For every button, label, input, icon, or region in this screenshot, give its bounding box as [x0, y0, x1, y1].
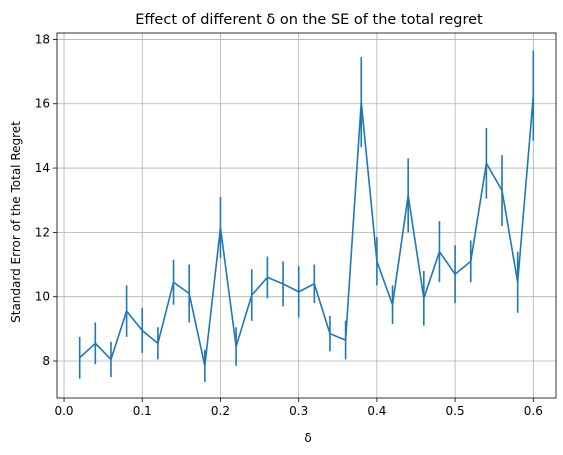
x-tick-label: 0.4 — [367, 404, 386, 418]
x-tick-label: 0.5 — [446, 404, 465, 418]
y-tick-label: 16 — [35, 97, 50, 111]
error-bars — [78, 50, 535, 382]
x-tick-label: 0.1 — [133, 404, 152, 418]
series-line — [79, 95, 535, 367]
series-line-layer — [79, 95, 535, 367]
x-tick-label: 0.3 — [289, 404, 308, 418]
x-tick-label: 0.6 — [524, 404, 543, 418]
x-axis-ticks: 0.0 0.1 0.2 0.3 0.4 0.5 0.6 — [54, 398, 543, 418]
y-tick-label: 14 — [35, 161, 50, 175]
x-tick-label: 0.2 — [211, 404, 230, 418]
y-axis-label: Standard Error of the Total Regret — [9, 121, 23, 323]
grid-lines — [57, 33, 556, 398]
y-axis-ticks: 8 10 12 14 16 18 — [35, 32, 57, 368]
y-tick-label: 12 — [35, 225, 50, 239]
plot-area-frame — [56, 32, 557, 399]
y-tick-label: 18 — [35, 32, 50, 46]
y-tick-label: 10 — [35, 290, 50, 304]
x-tick-label: 0.0 — [54, 404, 73, 418]
y-tick-label: 8 — [42, 354, 50, 368]
chart-title: Effect of different δ on the SE of the t… — [135, 12, 483, 28]
x-axis-label: δ — [304, 431, 311, 445]
